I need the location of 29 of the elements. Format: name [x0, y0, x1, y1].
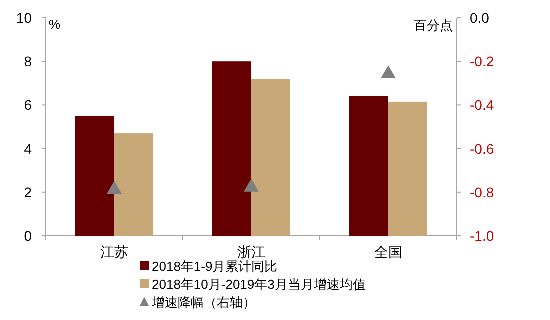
legend-label: 增速降幅（右轴）	[151, 295, 256, 310]
bar	[252, 79, 290, 236]
bar	[350, 96, 388, 236]
bar	[76, 116, 114, 236]
y2-tick-label: -0.2	[470, 54, 494, 70]
legend-label: 2018年10月-2019年3月当月增速均值	[152, 277, 366, 292]
y-tick-label: 6	[24, 97, 32, 114]
y-tick-label: 8	[24, 54, 32, 70]
y2-tick-label: -0.4	[470, 97, 494, 114]
point	[381, 66, 396, 78]
y2-tick-label: -0.8	[470, 184, 494, 200]
x-tick-label: 江苏	[100, 244, 128, 260]
bar	[114, 134, 154, 236]
bar	[212, 62, 252, 236]
bar	[388, 102, 428, 236]
y2-axis-title: 百分点	[414, 18, 453, 33]
y-tick-label: 0	[24, 228, 32, 244]
y-tick-label: 4	[24, 140, 32, 157]
y2-tick-label: -1.0	[470, 228, 494, 244]
y-axis-title: %	[49, 17, 61, 32]
x-tick-label: 浙江	[238, 244, 266, 260]
x-tick-label: 全国	[374, 244, 402, 260]
legend-label: 2018年1-9月累计同比	[152, 259, 278, 274]
y-tick-label: 2	[24, 184, 32, 200]
point	[244, 178, 259, 192]
point	[107, 181, 122, 194]
y2-tick-label: 0.0	[470, 10, 490, 26]
y-tick-label: 10	[16, 10, 32, 26]
y2-tick-label: -0.6	[470, 140, 494, 157]
